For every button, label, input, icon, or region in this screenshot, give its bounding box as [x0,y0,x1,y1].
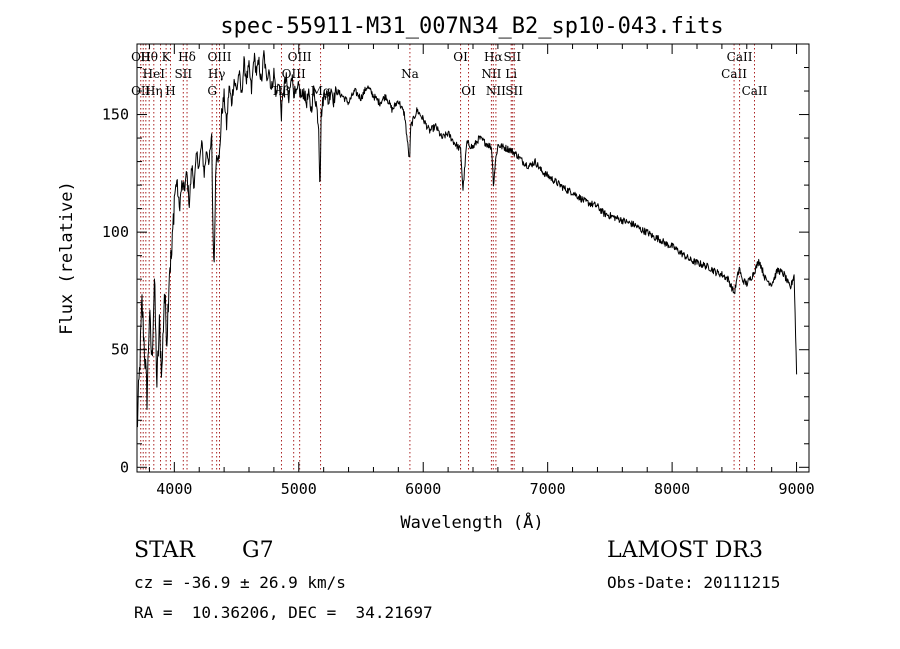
line-marker-label-4-mid: HeI [143,67,166,81]
x-tick-label-5: 9000 [778,480,814,498]
plot-frame [136,43,810,473]
line-marker-label-25-low: SII [505,84,523,98]
chart-title: spec-55911-M31_007N34_B2_sp10-043.fits [220,14,723,39]
y-axis-label: Flux (relative) [57,181,77,335]
subclass-label: G7 [242,538,274,563]
y-tick-label-3: 150 [102,106,129,124]
line-marker-label-11-mid: Hγ [208,67,226,81]
line-markers: OIIOIIHθHeIHηKHSIIHδGHγOIIIHβOIIIOIIIMgN… [131,44,768,472]
line-marker-label-6-top: K [162,50,172,64]
line-marker-label-8-mid: SII [174,67,192,81]
class-label: STAR [134,538,195,563]
line-marker-label-22-low: NII [486,84,506,98]
x-tick-label-0: 4000 [156,480,192,498]
line-marker-label-21-top: Hα [484,50,503,64]
x-tick-label-4: 8000 [654,480,690,498]
x-tick-label-1: 5000 [281,480,317,498]
line-marker-label-12-top: OIII [207,50,231,64]
line-marker-label-28-low: CaII [742,84,768,98]
survey-label: LAMOST DR3 [607,538,763,563]
y-tick-label-1: 50 [111,341,129,359]
line-marker-label-20-mid: NII [481,67,501,81]
obs-date-label: Obs-Date: 20111215 [607,573,781,592]
coordinates-label: RA = 10.36206, DEC = 34.21697 [134,603,433,622]
x-axis-label: Wavelength (Å) [400,511,543,533]
line-marker-label-7-low: H [165,84,175,98]
line-marker-label-23-mid: Li [505,67,517,81]
line-marker-label-10-low: G [207,84,217,98]
line-marker-label-4-low: Hη [145,84,163,98]
y-tick-label-2: 100 [102,223,129,241]
spectrum-series [136,50,798,428]
axes: 4000 5000 6000 7000 8000 9000 0 50 100 150 [102,44,815,498]
y-tick-label-0: 0 [120,458,129,476]
line-marker-label-18-top: OI [453,50,468,64]
line-marker-label-27-top: CaII [727,50,753,64]
line-marker-label-9-top: Hδ [178,50,196,64]
spectrum-line [136,50,798,428]
x-tick-label-3: 7000 [530,480,566,498]
line-marker-label-24-top: SII [503,50,521,64]
line-marker-label-17-mid: Na [401,67,419,81]
x-tick-label-2: 6000 [405,480,441,498]
line-marker-label-26-mid: CaII [721,67,747,81]
line-marker-label-3-top: Hθ [140,50,158,64]
redshift-label: cz = -36.9 ± 26.9 km/s [134,573,346,592]
line-marker-label-15-top: OIII [288,50,312,64]
line-marker-label-19-low: OI [461,84,476,98]
